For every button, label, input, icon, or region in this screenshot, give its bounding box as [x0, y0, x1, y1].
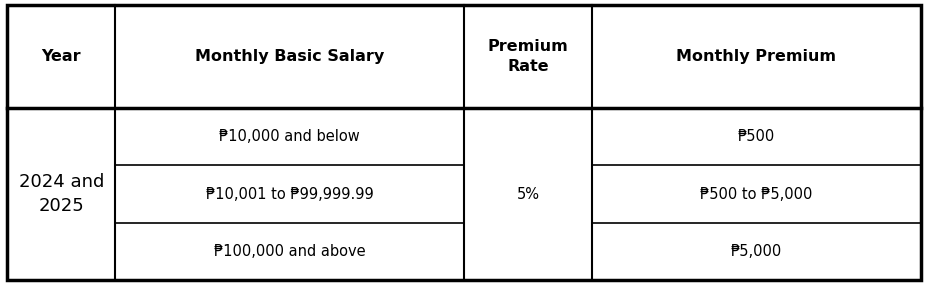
Text: 2024 and
2025: 2024 and 2025 [19, 173, 104, 215]
Text: ₱100,000 and above: ₱100,000 and above [213, 244, 365, 259]
Text: Monthly Basic Salary: Monthly Basic Salary [195, 49, 384, 64]
Text: ₱5,000: ₱5,000 [730, 244, 781, 259]
Text: ₱500: ₱500 [737, 129, 774, 144]
Text: Monthly Premium: Monthly Premium [676, 49, 835, 64]
Text: Premium
Rate: Premium Rate [487, 39, 567, 74]
Text: ₱10,001 to ₱99,999.99: ₱10,001 to ₱99,999.99 [206, 186, 373, 201]
Text: ₱10,000 and below: ₱10,000 and below [219, 129, 360, 144]
Text: 5%: 5% [515, 186, 539, 201]
Text: Year: Year [42, 49, 81, 64]
Text: ₱500 to ₱5,000: ₱500 to ₱5,000 [699, 186, 811, 201]
